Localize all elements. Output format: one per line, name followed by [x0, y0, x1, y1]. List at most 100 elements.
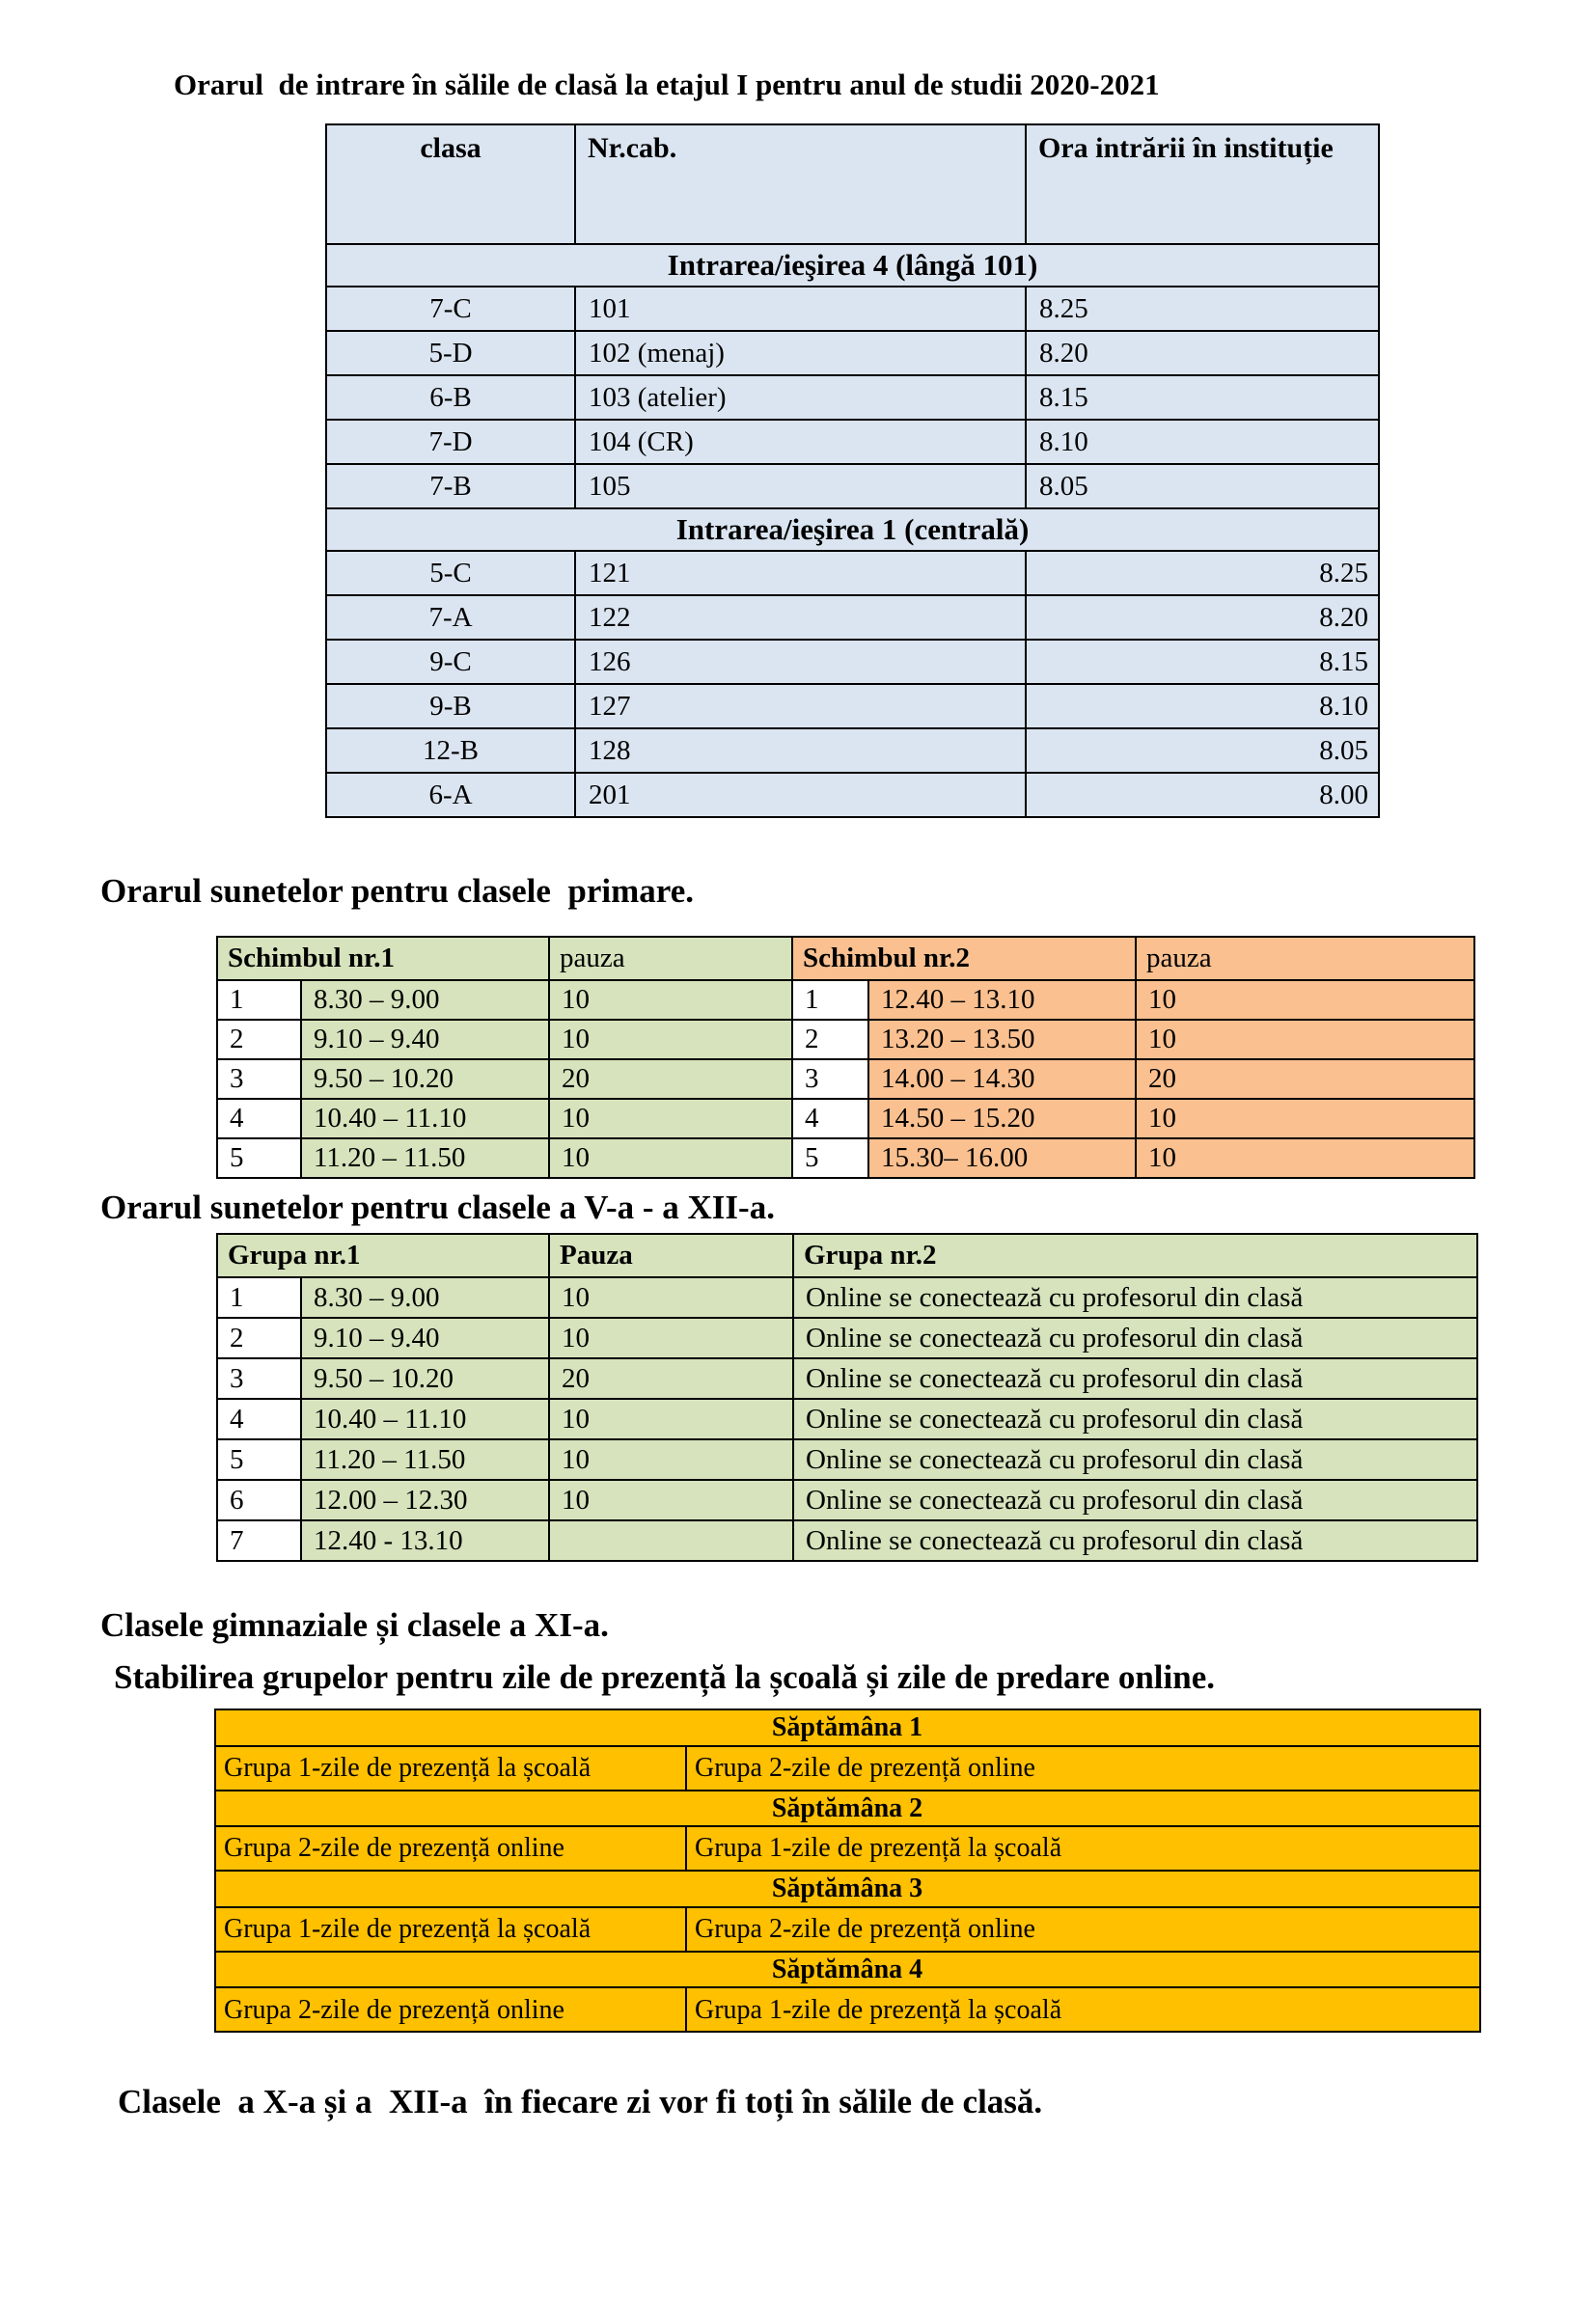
- table-cell: 10: [548, 1398, 794, 1440]
- table-cell: 5: [216, 1137, 302, 1179]
- group-cell: Grupa 1-zile de prezență la școală: [214, 1744, 687, 1791]
- table-cell: 8.30 – 9.00: [300, 1276, 550, 1319]
- group-cell: Grupa 2-zile de prezență online: [685, 1744, 1481, 1791]
- table-cell: 4: [216, 1398, 302, 1440]
- table-cell: 10.40 – 11.10: [300, 1098, 550, 1139]
- entry-section-1-rows: 7-C 101 8.25 5-D 102 (menaj) 8.20 6-B 103 (atel…: [325, 286, 1380, 509]
- group-cell: Grupa 1-zile de prezență la școală: [214, 1905, 687, 1953]
- gymnasium-heading: Clasele gimnaziale și clasele a XI-a.: [100, 1606, 609, 1644]
- table-cell: 8.25: [1025, 550, 1380, 596]
- table-row: 2 9.10 – 9.40 10 Online se conectează cu pr…: [216, 1317, 1478, 1359]
- entry-table-header: clasa Nr.cab. Ora intrării în instituție: [325, 123, 1380, 245]
- entry-schedule-table: clasa Nr.cab. Ora intrării în instituție…: [325, 123, 1380, 818]
- group-bells-rows: 1 8.30 – 9.00 10 Online se conectează cu pr…: [216, 1276, 1478, 1562]
- table-cell: 7-D: [325, 419, 576, 465]
- table-row: 6 12.00 – 12.30 10 Online se conectează cu …: [216, 1479, 1478, 1521]
- table-cell: 9.50 – 10.20: [300, 1058, 550, 1100]
- table-row: 2 9.10 – 9.40 10 2 13.20 – 13.50 10: [216, 1019, 1475, 1060]
- table-cell: 201: [574, 772, 1027, 818]
- table-cell: 10.40 – 11.10: [300, 1398, 550, 1440]
- table-row: 7-A 122 8.20: [325, 594, 1380, 641]
- pause-header: Pauza: [548, 1233, 794, 1278]
- table-cell: 2: [791, 1019, 869, 1060]
- group-cell: Grupa 2-zile de prezență online: [214, 1986, 687, 2034]
- table-cell: 10: [548, 1438, 794, 1481]
- table-cell: 9.10 – 9.40: [300, 1317, 550, 1359]
- group-bells-header: Grupa nr.1 Pauza Grupa nr.2: [216, 1233, 1478, 1278]
- table-cell: 7-A: [325, 594, 576, 641]
- week-title-row: Săptămâna 4: [214, 1950, 1481, 1989]
- table-cell: 8.25: [1025, 286, 1380, 332]
- table-cell: 1: [216, 979, 302, 1021]
- table-row: 7-C 101 8.25: [325, 286, 1380, 332]
- table-cell: 8.10: [1025, 683, 1380, 729]
- table-cell: 7-C: [325, 286, 576, 332]
- table-row: 5-C 121 8.25: [325, 550, 1380, 596]
- table-cell: 15.30– 16.00: [867, 1137, 1137, 1179]
- table-cell: 14.00 – 14.30: [867, 1058, 1137, 1100]
- table-cell: 5: [791, 1137, 869, 1179]
- table-row: 5 11.20 – 11.50 10 5 15.30– 16.00 10: [216, 1137, 1475, 1179]
- table-row: 7 12.40 - 13.10 Online se conectează cu pr…: [216, 1519, 1478, 1562]
- table-cell: 10: [548, 979, 793, 1021]
- week-groups-row: Grupa 2-zile de prezență online Grupa 1-…: [214, 1825, 1481, 1873]
- table-cell: 3: [216, 1357, 302, 1400]
- table-cell: 7: [216, 1519, 302, 1562]
- shift2-header: Schimbul nr.2: [791, 936, 1137, 981]
- table-cell: 14.50 – 15.20: [867, 1098, 1137, 1139]
- group-cell: Grupa 1-zile de prezență la școală: [685, 1825, 1481, 1873]
- table-row: 9-C 126 8.15: [325, 639, 1380, 685]
- table-cell: 103 (atelier): [574, 374, 1027, 421]
- shift1-header: Schimbul nr.1: [216, 936, 550, 981]
- table-cell: 126: [574, 639, 1027, 685]
- table-cell: 8.30 – 9.00: [300, 979, 550, 1021]
- table-cell: 8.10: [1025, 419, 1380, 465]
- table-cell: 10: [1135, 1098, 1475, 1139]
- groups-setup-heading: Stabilirea grupelor pentru zile de preze…: [114, 1658, 1215, 1696]
- table-cell: 10: [1135, 1019, 1475, 1060]
- group2-header: Grupa nr.2: [792, 1233, 1478, 1278]
- week-title-row: Săptămâna 1: [214, 1709, 1481, 1747]
- table-cell: Online se conectează cu profesorul din c…: [792, 1276, 1478, 1319]
- table-row: 1 8.30 – 9.00 10 Online se conectează cu pr…: [216, 1276, 1478, 1319]
- group-bells-table: Grupa nr.1 Pauza Grupa nr.2 1 8.30 – 9.00…: [216, 1233, 1478, 1562]
- table-header-row: Schimbul nr.1 pauza Schimbul nr.2 pauza: [216, 936, 1475, 981]
- table-cell: 10: [548, 1317, 794, 1359]
- table-cell: 9.50 – 10.20: [300, 1357, 550, 1400]
- table-row: 3 9.50 – 10.20 20 Online se conectează cu p…: [216, 1357, 1478, 1400]
- week-title: Săptămâna 3: [214, 1870, 1481, 1908]
- primary-bells-table: Schimbul nr.1 pauza Schimbul nr.2 pauza …: [216, 936, 1475, 1179]
- table-cell: 128: [574, 727, 1027, 774]
- table-cell: 10: [548, 1019, 793, 1060]
- table-cell: 8.05: [1025, 463, 1380, 509]
- table-cell: Online se conectează cu profesorul din c…: [792, 1438, 1478, 1481]
- table-cell: 8.15: [1025, 639, 1380, 685]
- week-groups-row: Grupa 2-zile de prezență online Grupa 1-…: [214, 1986, 1481, 2034]
- table-cell: 2: [216, 1019, 302, 1060]
- table-cell: 6-A: [325, 772, 576, 818]
- table-cell: 10: [1135, 979, 1475, 1021]
- table-cell: 104 (CR): [574, 419, 1027, 465]
- column-header-entry-time: Ora intrării în instituție: [1025, 123, 1380, 245]
- table-cell: 101: [574, 286, 1027, 332]
- table-cell: 10: [1135, 1137, 1475, 1179]
- table-cell: 121: [574, 550, 1027, 596]
- section-title-row: Intrarea/ieşirea 4 (lângă 101): [325, 243, 1380, 287]
- table-row: 7-B 105 8.05: [325, 463, 1380, 509]
- shift1-pause-header: pauza: [548, 936, 793, 981]
- table-row: 3 9.50 – 10.20 20 3 14.00 – 14.30 20: [216, 1058, 1475, 1100]
- table-cell: 13.20 – 13.50: [867, 1019, 1137, 1060]
- table-cell: 10: [548, 1137, 793, 1179]
- section-title: Intrarea/ieşirea 1 (centrală): [325, 507, 1380, 552]
- table-cell: 11.20 – 11.50: [300, 1137, 550, 1179]
- week-title-row: Săptămâna 3: [214, 1870, 1481, 1908]
- table-cell: 8.05: [1025, 727, 1380, 774]
- table-cell: 20: [548, 1357, 794, 1400]
- column-header-cabinet: Nr.cab.: [574, 123, 1027, 245]
- table-cell: 7-B: [325, 463, 576, 509]
- table-cell: 5-D: [325, 330, 576, 376]
- group-cell: Grupa 2-zile de prezență online: [214, 1825, 687, 1873]
- footer-note: Clasele a X-a și a XII-a în fiecare zi v…: [118, 2083, 1043, 2121]
- table-cell: 8.15: [1025, 374, 1380, 421]
- table-header-row: clasa Nr.cab. Ora intrării în instituție: [325, 123, 1380, 245]
